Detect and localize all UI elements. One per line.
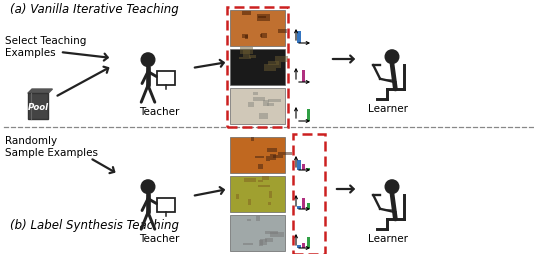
Bar: [265, 239, 273, 242]
Text: Learner: Learner: [368, 104, 408, 114]
Bar: [278, 29, 287, 33]
Bar: [264, 64, 276, 71]
Circle shape: [141, 180, 155, 194]
Bar: [242, 11, 251, 15]
Bar: [156, 71, 175, 85]
Circle shape: [141, 53, 155, 67]
Bar: [297, 206, 301, 209]
Bar: [260, 35, 263, 37]
Bar: [259, 114, 269, 119]
Bar: [248, 105, 254, 107]
Text: Pool: Pool: [28, 103, 50, 112]
Bar: [273, 155, 284, 158]
Bar: [230, 88, 285, 124]
Bar: [258, 185, 270, 187]
Text: Teacher: Teacher: [139, 107, 179, 117]
Bar: [239, 57, 251, 59]
Text: Teacher: Teacher: [139, 234, 179, 244]
Bar: [242, 35, 248, 38]
Bar: [249, 55, 256, 58]
Bar: [269, 202, 271, 205]
Bar: [230, 10, 285, 46]
Bar: [265, 231, 278, 234]
Bar: [230, 215, 285, 251]
Bar: [268, 99, 281, 102]
Bar: [267, 103, 274, 106]
Bar: [270, 154, 276, 160]
Bar: [247, 219, 252, 221]
Bar: [250, 137, 254, 141]
Bar: [256, 216, 260, 221]
Bar: [297, 160, 301, 170]
Bar: [230, 176, 285, 212]
Bar: [261, 33, 268, 38]
Bar: [266, 156, 270, 161]
Bar: [243, 243, 253, 245]
Text: (b) Label Synthesis Teaching: (b) Label Synthesis Teaching: [10, 219, 179, 232]
Bar: [307, 203, 310, 209]
Text: Select Teaching
Examples: Select Teaching Examples: [5, 36, 87, 58]
Bar: [293, 134, 325, 254]
Bar: [258, 180, 263, 182]
Bar: [248, 199, 252, 205]
Bar: [227, 7, 288, 127]
Bar: [263, 100, 269, 106]
Bar: [156, 198, 175, 212]
Bar: [278, 152, 292, 155]
Text: Learner: Learner: [368, 234, 408, 244]
Bar: [270, 232, 284, 237]
Bar: [258, 240, 263, 246]
Bar: [302, 70, 305, 82]
Circle shape: [385, 180, 399, 194]
Bar: [260, 239, 268, 245]
Bar: [307, 237, 310, 248]
Bar: [307, 168, 310, 170]
Bar: [28, 93, 48, 119]
Bar: [253, 97, 265, 101]
Text: Randomly
Sample Examples: Randomly Sample Examples: [5, 136, 98, 158]
Bar: [297, 245, 301, 248]
Bar: [257, 14, 270, 21]
Bar: [302, 164, 305, 170]
Bar: [255, 156, 264, 158]
Bar: [302, 198, 305, 209]
Bar: [245, 35, 248, 39]
Bar: [240, 47, 253, 54]
Bar: [235, 194, 239, 199]
Bar: [262, 176, 269, 180]
Text: (a) Vanilla Iterative Teaching: (a) Vanilla Iterative Teaching: [10, 3, 179, 16]
Bar: [275, 56, 287, 62]
Bar: [307, 109, 310, 121]
Polygon shape: [28, 89, 52, 93]
Bar: [230, 49, 285, 85]
Bar: [258, 164, 263, 169]
Bar: [267, 148, 278, 152]
Bar: [244, 178, 256, 182]
Bar: [276, 61, 281, 68]
Bar: [253, 92, 258, 95]
Bar: [297, 31, 301, 43]
Bar: [258, 16, 266, 18]
Bar: [268, 61, 279, 65]
Bar: [269, 192, 272, 198]
Circle shape: [385, 50, 399, 64]
Bar: [230, 137, 285, 173]
Bar: [302, 243, 305, 248]
Bar: [248, 102, 254, 105]
Bar: [242, 50, 250, 57]
